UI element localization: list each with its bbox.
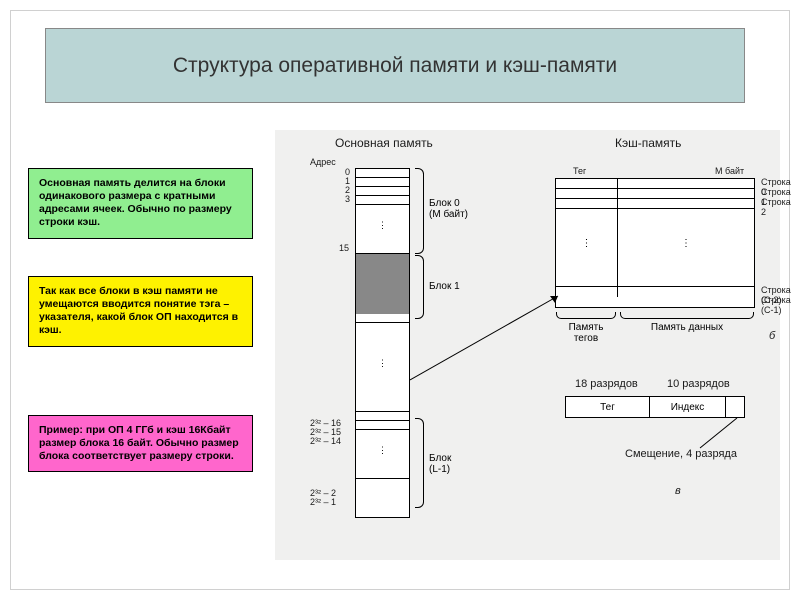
brace-blockL: Блок (L-1)	[425, 418, 451, 508]
dots-icon: ⋮	[378, 220, 387, 231]
addr-3: 3	[345, 194, 350, 204]
header-cache: Кэш-память	[615, 136, 681, 150]
cache-r2: Строка 2	[761, 197, 791, 217]
bits-10: 10 разрядов	[667, 378, 730, 390]
callout-green: Основная память делится на блоки одинако…	[28, 168, 253, 239]
dots-icon: ⋮	[378, 358, 387, 369]
addr-b2: 2³² – 14	[310, 436, 341, 446]
field-index: Индекс	[650, 397, 726, 417]
addr-15: 15	[339, 243, 349, 253]
diagram-panel: Основная память Кэш-память Адрес Тег M б…	[275, 130, 780, 560]
dots-icon: ⋮	[681, 238, 691, 249]
sublabel-b: б	[769, 330, 775, 342]
callout-pink: Пример: при ОП 4 ГГб и кэш 16Кбайт разме…	[28, 415, 253, 472]
slide-title: Структура оперативной памяти и кэш-памят…	[45, 28, 745, 103]
label-addr: Адрес	[310, 157, 336, 167]
sublabel-v: в	[675, 485, 681, 497]
cache-r4: Строка (C-1)	[761, 295, 791, 315]
dots-icon: ⋮	[378, 445, 387, 456]
gray-block	[356, 254, 409, 314]
main-memory-column: ⋮ ⋮ ⋮	[355, 168, 410, 518]
tag-index-box: Тег Индекс	[565, 396, 745, 418]
addr-b4: 2³² – 1	[310, 497, 336, 507]
pointer-arrow	[410, 170, 670, 390]
callout-yellow: Так как все блоки в кэш памяти не умещаю…	[28, 276, 253, 347]
field-tag: Тег	[566, 397, 650, 417]
offset-arrow	[695, 418, 755, 452]
header-main-memory: Основная память	[335, 136, 433, 150]
label-m-bytes: M байт	[715, 166, 744, 176]
